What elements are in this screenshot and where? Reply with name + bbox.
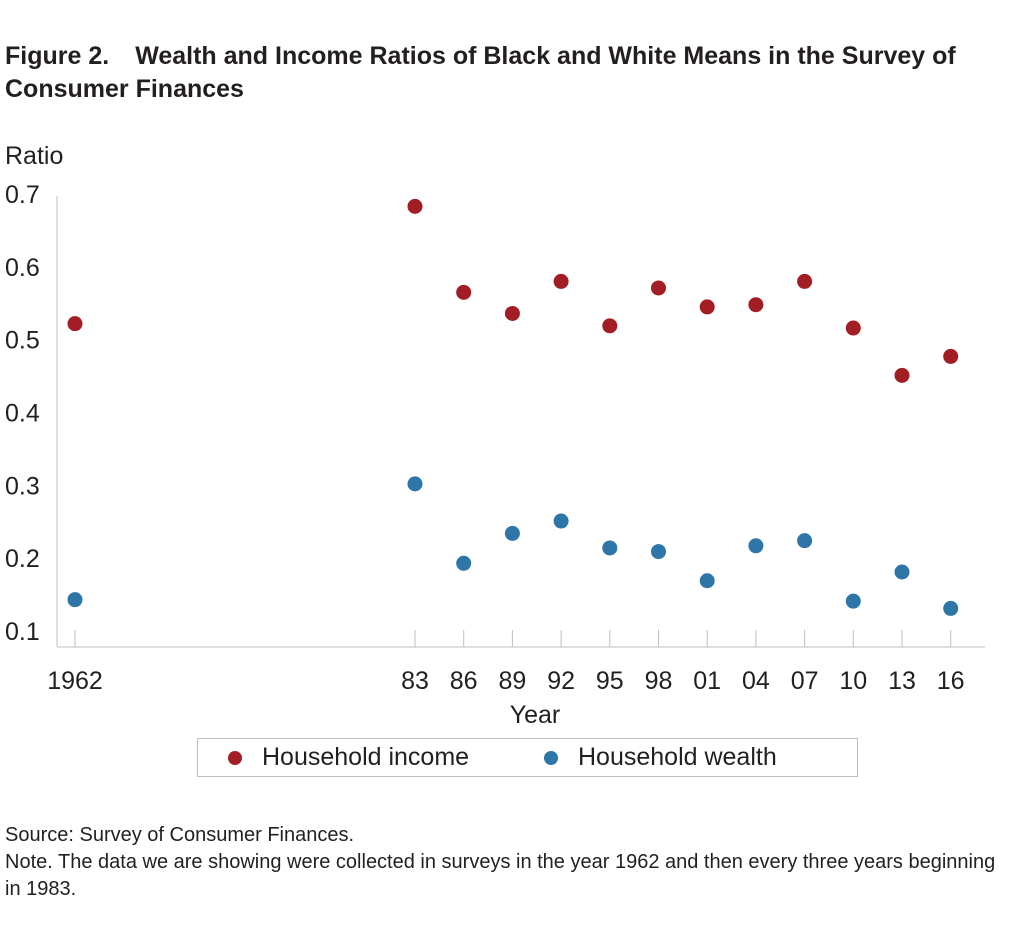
wealth-point <box>797 533 813 549</box>
x-tick-label: 10 <box>839 667 867 695</box>
wealth-point <box>943 600 959 616</box>
wealth-point <box>67 592 83 608</box>
legend-marker-wealth <box>544 750 558 765</box>
income-point <box>456 284 472 300</box>
wealth-point <box>456 555 472 571</box>
source-note: Source: Survey of Consumer Finances. <box>5 824 355 846</box>
wealth-point <box>748 538 764 554</box>
figure-number: Figure 2. <box>5 42 110 70</box>
wealth-point <box>504 525 520 541</box>
legend-item-income: Household income <box>228 739 469 776</box>
income-point <box>602 318 618 334</box>
data-note: Note. The data we are showing were colle… <box>5 851 996 900</box>
x-tick-label: 07 <box>791 667 819 695</box>
wealth-point <box>894 564 910 580</box>
wealth-point <box>407 476 423 492</box>
income-point <box>748 297 764 313</box>
y-tick-label: 0.6 <box>5 254 40 282</box>
y-tick-label: 0.5 <box>5 327 40 355</box>
y-tick-label: 0.1 <box>5 618 40 646</box>
x-tick-label: 04 <box>742 667 770 695</box>
x-tick-label: 13 <box>888 667 916 695</box>
wealth-point <box>699 573 715 589</box>
y-tick-label: 0.4 <box>5 400 40 428</box>
figure-notes: Source: Survey of Consumer Finances. Not… <box>5 822 1015 903</box>
wealth-point <box>553 513 569 529</box>
income-point <box>651 280 666 296</box>
income-point <box>894 367 910 383</box>
income-point <box>845 320 861 336</box>
x-tick-label: 98 <box>645 667 673 695</box>
income-point <box>699 299 715 315</box>
x-tick-label: 92 <box>547 667 575 695</box>
wealth-point <box>845 593 861 609</box>
figure-title: Figure 2. Wealth and Income Ratios of Bla… <box>5 40 1005 106</box>
x-tick-label: 86 <box>450 667 478 695</box>
legend-marker-income <box>228 750 242 765</box>
income-point <box>407 198 423 214</box>
income-point <box>67 316 83 332</box>
x-tick-label: 95 <box>596 667 624 695</box>
x-tick-label: 16 <box>937 667 965 695</box>
x-axis-label: Year <box>510 701 561 729</box>
x-tick-label: 1962 <box>47 667 103 695</box>
income-point <box>504 305 520 321</box>
y-tick-label: 0.3 <box>5 472 40 500</box>
legend-item-wealth: Household wealth <box>544 739 777 776</box>
figure-title-text: Wealth and Income Ratios of Black and Wh… <box>5 42 956 103</box>
x-tick-label: 01 <box>693 667 721 695</box>
wealth-point <box>651 544 666 560</box>
y-axis-label: Ratio <box>5 142 63 170</box>
chart-legend: Household income Household wealth <box>197 738 858 777</box>
income-point <box>797 273 813 289</box>
legend-label-income: Household income <box>262 743 470 771</box>
y-tick-label: 0.2 <box>5 545 40 573</box>
income-point <box>553 273 569 289</box>
y-tick-label: 0.7 <box>5 181 40 209</box>
x-tick-label: 83 <box>401 667 429 695</box>
wealth-point <box>602 540 618 556</box>
legend-label-wealth: Household wealth <box>578 743 777 771</box>
x-tick-label: 89 <box>498 667 526 695</box>
income-point <box>943 348 959 364</box>
